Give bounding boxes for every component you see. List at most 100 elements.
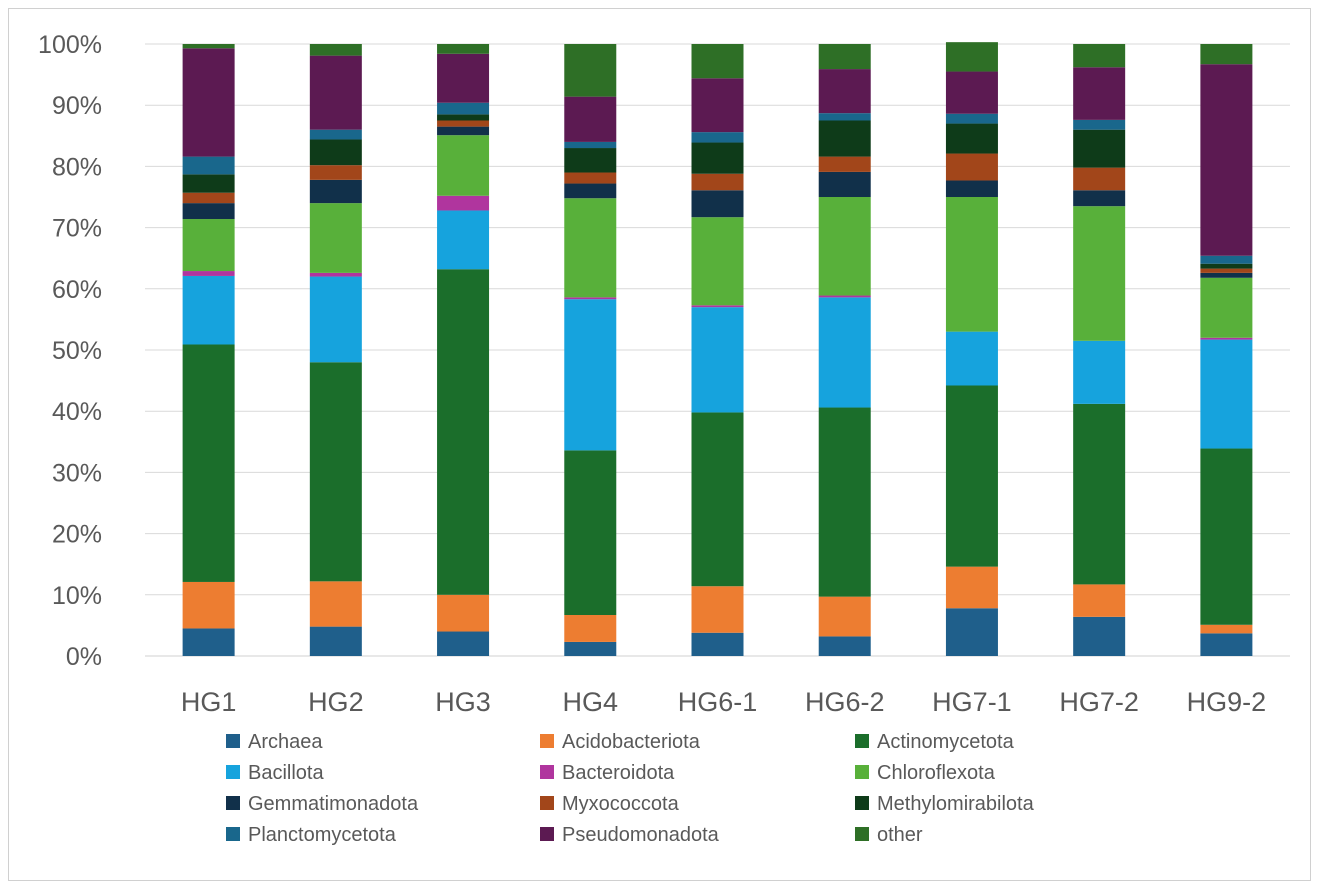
legend-label: Chloroflexota	[877, 762, 996, 784]
y-tick-label: 50%	[52, 337, 102, 365]
bar-segment-acidobacteriota-hg7-1	[945, 566, 998, 609]
bar-segment-gemmatimonadota-hg6-1	[691, 190, 744, 218]
legend-swatch	[855, 734, 869, 748]
bar-segment-bacillota-hg7-1	[945, 331, 998, 386]
legend-label: Acidobacteriota	[562, 731, 701, 753]
bar-segment-methylomirabilota-hg7-1	[945, 123, 998, 154]
bar-segment-gemmatimonadota-hg2	[309, 179, 362, 204]
bar-segment-archaea-hg1	[182, 628, 235, 656]
x-tick-label: HG7-1	[932, 687, 1012, 717]
bar-segment-gemmatimonadota-hg4	[564, 183, 617, 199]
bar-segment-myxococcota-hg6-2	[818, 156, 871, 172]
legend-swatch	[226, 765, 240, 779]
x-tick-label: HG9-2	[1187, 687, 1267, 717]
bar-segment-actinomycetota-hg7-1	[945, 385, 998, 567]
legend-swatch	[540, 765, 554, 779]
bar-segment-acidobacteriota-hg6-2	[818, 596, 871, 637]
bar-segment-planctomycetota-hg7-2	[1073, 119, 1126, 130]
bar-segment-pseudomonadota-hg1	[182, 48, 235, 157]
bar-segment-planctomycetota-hg3	[437, 102, 490, 115]
legend-label: Pseudomonadota	[562, 824, 720, 846]
bar-segment-bacteroidota-hg9-2	[1200, 337, 1253, 340]
bar-segment-methylomirabilota-hg6-2	[818, 120, 871, 157]
x-tick-label: HG1	[181, 687, 237, 717]
bar-segment-bacillota-hg7-2	[1073, 340, 1126, 404]
bar-segment-other-hg6-1	[691, 44, 744, 79]
x-tick-label: HG6-2	[805, 687, 885, 717]
bar-segment-acidobacteriota-hg3	[437, 594, 490, 632]
bar-segment-other-hg1	[182, 44, 235, 49]
bar-segment-bacillota-hg3	[437, 210, 490, 270]
bar-segment-acidobacteriota-hg2	[309, 581, 362, 627]
bar-segment-bacillota-hg4	[564, 299, 617, 451]
legend-swatch	[855, 796, 869, 810]
y-tick-label: 60%	[52, 276, 102, 304]
bar-segment-methylomirabilota-hg3	[437, 114, 490, 121]
bar-segment-pseudomonadota-hg7-2	[1073, 67, 1126, 120]
legend-swatch	[226, 734, 240, 748]
legend-swatch	[540, 796, 554, 810]
bar-segment-actinomycetota-hg9-2	[1200, 448, 1253, 625]
bar-segment-bacteroidota-hg4	[564, 297, 617, 300]
y-tick-label: 100%	[38, 31, 102, 59]
bar-segment-methylomirabilota-hg1	[182, 174, 235, 193]
bar-segment-bacteroidota-hg2	[309, 272, 362, 277]
bar-segment-myxococcota-hg6-1	[691, 173, 744, 191]
bar-segment-chloroflexota-hg7-2	[1073, 206, 1126, 341]
bar-segment-chloroflexota-hg9-2	[1200, 277, 1253, 338]
bar-segment-myxococcota-hg7-2	[1073, 167, 1126, 191]
legend-label: Planctomycetota	[248, 824, 397, 846]
bar-segment-actinomycetota-hg1	[182, 344, 235, 582]
bar-segment-pseudomonadota-hg6-2	[818, 69, 871, 114]
bar-segment-actinomycetota-hg2	[309, 362, 362, 582]
legend-label: Methylomirabilota	[877, 793, 1035, 815]
legend-swatch	[855, 765, 869, 779]
legend-swatch	[855, 827, 869, 841]
bar-segment-bacillota-hg2	[309, 276, 362, 363]
bar-segment-bacillota-hg6-1	[691, 307, 744, 413]
bar-segment-acidobacteriota-hg9-2	[1200, 624, 1253, 634]
y-tick-label: 10%	[52, 582, 102, 610]
bar-segment-myxococcota-hg1	[182, 192, 235, 204]
y-tick-label: 30%	[52, 459, 102, 487]
bar-segment-planctomycetota-hg6-1	[691, 132, 744, 143]
bar-segment-archaea-hg6-1	[691, 632, 744, 656]
legend-label: Archaea	[248, 731, 323, 753]
legend-swatch	[226, 827, 240, 841]
bar-segment-pseudomonadota-hg7-1	[945, 71, 998, 114]
bar-segment-myxococcota-hg3	[437, 120, 490, 127]
x-tick-label: HG7-2	[1059, 687, 1139, 717]
bar-segment-archaea-hg3	[437, 631, 490, 656]
bar-segment-chloroflexota-hg6-1	[691, 217, 744, 306]
legend-swatch	[226, 796, 240, 810]
bar-segment-pseudomonadota-hg9-2	[1200, 64, 1253, 256]
bar-segment-gemmatimonadota-hg3	[437, 126, 490, 136]
y-tick-label: 90%	[52, 92, 102, 120]
bar-segment-chloroflexota-hg7-1	[945, 197, 998, 332]
bar-segment-bacillota-hg1	[182, 275, 235, 345]
bar-segment-other-hg2	[309, 44, 362, 56]
bar-segment-planctomycetota-hg1	[182, 156, 235, 175]
bar-segment-bacteroidota-hg6-1	[691, 305, 744, 308]
bar-segment-planctomycetota-hg2	[309, 129, 362, 140]
legend-swatch	[540, 734, 554, 748]
bar-segment-chloroflexota-hg2	[309, 203, 362, 273]
bar-segment-bacillota-hg9-2	[1200, 339, 1253, 449]
x-tick-label: HG6-1	[678, 687, 758, 717]
bar-segment-planctomycetota-hg9-2	[1200, 255, 1253, 264]
x-tick-label: HG3	[435, 687, 491, 717]
bar-segment-archaea-hg2	[309, 626, 362, 656]
bar-segment-actinomycetota-hg6-1	[691, 412, 744, 587]
y-tick-label: 20%	[52, 521, 102, 549]
legend-swatch	[540, 827, 554, 841]
bar-segment-other-hg7-1	[945, 42, 998, 72]
bar-segment-other-hg6-2	[818, 44, 871, 70]
bar-segment-archaea-hg6-2	[818, 636, 871, 656]
bar-segment-actinomycetota-hg6-2	[818, 407, 871, 597]
bar-segment-gemmatimonadota-hg7-1	[945, 180, 998, 197]
bar-segment-bacillota-hg6-2	[818, 297, 871, 408]
y-tick-label: 0%	[66, 643, 102, 671]
legend-label: Actinomycetota	[877, 731, 1015, 753]
bar-segment-myxococcota-hg2	[309, 165, 362, 180]
